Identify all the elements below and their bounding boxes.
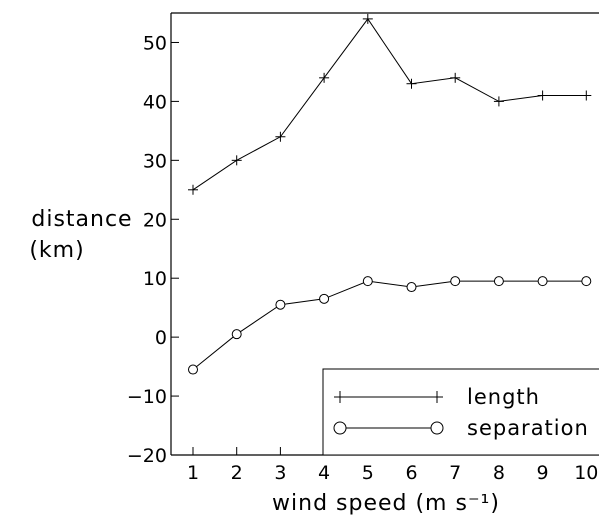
data-point xyxy=(493,96,504,107)
series-separation xyxy=(188,276,592,375)
data-point xyxy=(231,329,242,340)
y-tick-label: 30 xyxy=(143,150,167,172)
x-tick-label: 5 xyxy=(362,462,374,484)
series-line-length xyxy=(192,18,587,191)
legend: length separation xyxy=(322,368,599,456)
ticks: −20 −10 0 10 20 30 40 50 1 2 3 4 5 6 7 8 9 10 xyxy=(127,32,599,484)
y-tick-label: 0 xyxy=(155,327,167,349)
axis-titles: wind speed (m s⁻¹) distance (km) xyxy=(29,207,500,516)
data-point xyxy=(581,90,592,101)
y-axis-title-line-2: (km) xyxy=(29,238,84,263)
legend-marker xyxy=(430,421,444,435)
x-tick-label: 8 xyxy=(493,462,505,484)
y-axis-title-line-1: distance xyxy=(31,207,132,232)
legend-item-length: length xyxy=(334,385,540,409)
data-point xyxy=(537,276,548,287)
y-tick-label: 10 xyxy=(143,268,167,290)
y-tick-label: −10 xyxy=(127,386,167,408)
series-layer xyxy=(188,13,592,375)
legend-item-separation: separation xyxy=(333,416,589,440)
data-point xyxy=(319,72,330,83)
data-point xyxy=(493,276,504,287)
legend-label: length xyxy=(467,385,540,409)
data-point xyxy=(275,131,286,142)
data-point xyxy=(406,282,417,293)
x-tick-label: 2 xyxy=(231,462,243,484)
x-tick-label: 10 xyxy=(574,462,598,484)
x-tick-label: 1 xyxy=(187,462,199,484)
x-tick-label: 7 xyxy=(449,462,461,484)
x-tick-label: 9 xyxy=(537,462,549,484)
x-axis-title: wind speed (m s⁻¹) xyxy=(272,491,500,516)
y-tick-label: 50 xyxy=(143,32,167,54)
data-point xyxy=(275,299,286,310)
data-point xyxy=(362,276,373,287)
data-point xyxy=(188,364,198,375)
data-point xyxy=(188,184,198,195)
y-tick-label: 20 xyxy=(143,209,167,231)
data-point xyxy=(319,293,330,304)
data-point xyxy=(406,78,417,89)
y-tick-label: −20 xyxy=(127,445,167,467)
data-point xyxy=(362,13,373,24)
data-point xyxy=(581,276,592,287)
x-tick-label: 6 xyxy=(405,462,417,484)
data-point xyxy=(231,155,242,166)
legend-label: separation xyxy=(467,416,589,440)
data-point xyxy=(537,90,548,101)
series-length xyxy=(188,13,592,195)
y-tick-label: 40 xyxy=(143,91,167,113)
data-point xyxy=(450,276,461,287)
data-point xyxy=(450,72,461,83)
legend-marker xyxy=(333,421,347,435)
x-tick-label: 4 xyxy=(318,462,330,484)
legend-box xyxy=(322,368,599,456)
x-tick-label: 3 xyxy=(274,462,286,484)
series-line-separation xyxy=(192,280,587,370)
